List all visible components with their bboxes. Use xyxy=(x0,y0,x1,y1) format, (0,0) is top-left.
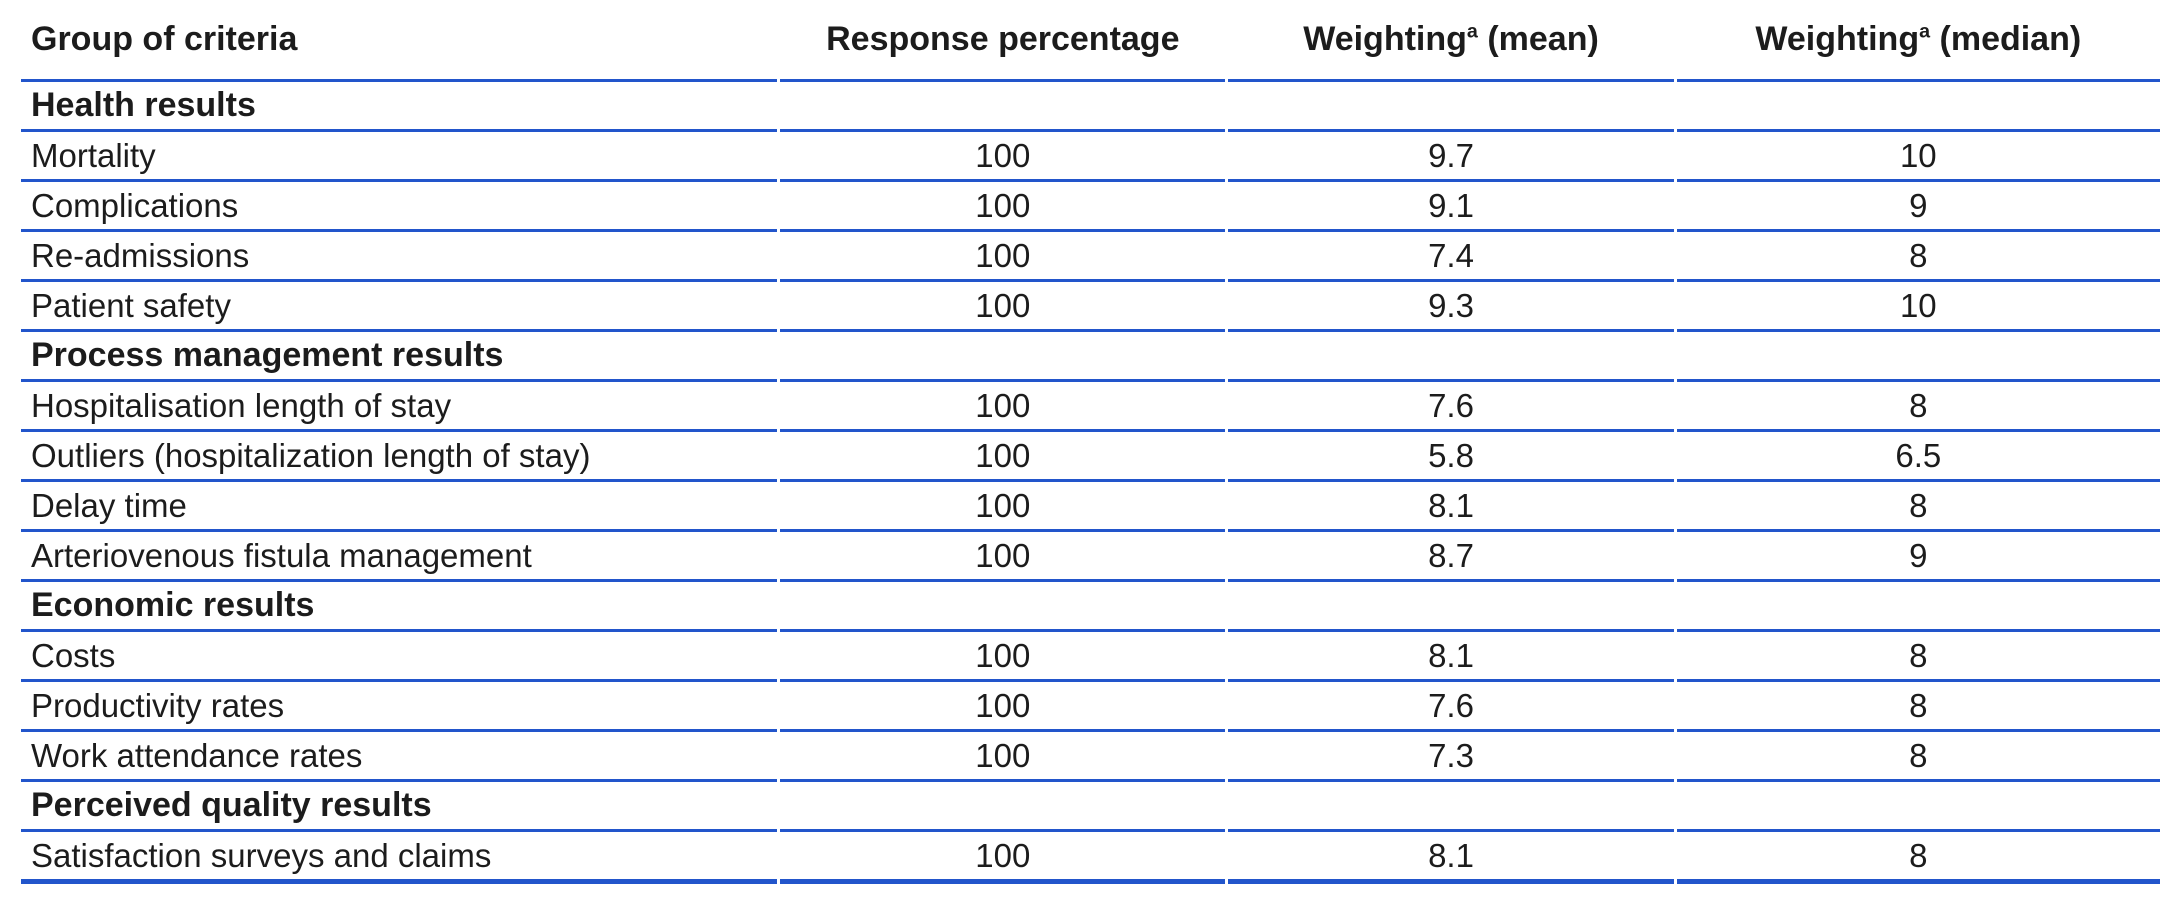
criteria-label: Hospitalisation length of stay xyxy=(21,382,778,432)
empty-cell xyxy=(780,82,1226,132)
table-row: Mortality 100 9.7 10 xyxy=(21,132,2160,182)
weighting-mean-value: 9.7 xyxy=(1228,132,1674,182)
criteria-label: Re-admissions xyxy=(21,232,778,282)
response-percentage-value: 100 xyxy=(780,432,1226,482)
header-row: Group of criteria Response percentage We… xyxy=(21,0,2160,82)
weighting-mean-value: 8.1 xyxy=(1228,632,1674,682)
weighting-mean-value: 9.1 xyxy=(1228,182,1674,232)
table-row: Arteriovenous fistula management 100 8.7 9 xyxy=(21,532,2160,582)
weighting-median-value: 8 xyxy=(1676,682,2160,732)
response-percentage-value: 100 xyxy=(780,532,1226,582)
response-percentage-value: 100 xyxy=(780,182,1226,232)
criteria-label: Work attendance rates xyxy=(21,732,778,782)
column-header-label: Weighting xyxy=(1303,20,1467,58)
table-row: Patient safety 100 9.3 10 xyxy=(21,282,2160,332)
table-row: Productivity rates 100 7.6 8 xyxy=(21,682,2160,732)
weighting-mean-value: 9.3 xyxy=(1228,282,1674,332)
column-header-criteria: Group of criteria xyxy=(21,0,778,82)
empty-cell xyxy=(780,782,1226,832)
column-header-weighting-median: Weightinga (median) xyxy=(1676,0,2160,82)
weighting-median-value: 8 xyxy=(1676,382,2160,432)
weighting-median-value: 9 xyxy=(1676,182,2160,232)
response-percentage-value: 100 xyxy=(780,232,1226,282)
table-row: Work attendance rates 100 7.3 8 xyxy=(21,732,2160,782)
empty-cell xyxy=(1228,82,1674,132)
empty-cell xyxy=(1676,82,2160,132)
table-row: Satisfaction surveys and claims 100 8.1 8 xyxy=(21,832,2160,884)
column-header-weighting-mean: Weightinga (mean) xyxy=(1228,0,1674,82)
weighting-median-value: 10 xyxy=(1676,282,2160,332)
response-percentage-value: 100 xyxy=(780,382,1226,432)
weighting-median-value: 8 xyxy=(1676,732,2160,782)
response-percentage-value: 100 xyxy=(780,132,1226,182)
table-row: Re-admissions 100 7.4 8 xyxy=(21,232,2160,282)
empty-cell xyxy=(1676,782,2160,832)
empty-cell xyxy=(780,582,1226,632)
column-header-sup: a xyxy=(1919,20,1931,43)
weighting-mean-value: 5.8 xyxy=(1228,432,1674,482)
section-label: Process management results xyxy=(21,332,778,382)
section-row: Perceived quality results xyxy=(21,782,2160,832)
empty-cell xyxy=(1676,332,2160,382)
table-row: Complications 100 9.1 9 xyxy=(21,182,2160,232)
response-percentage-value: 100 xyxy=(780,282,1226,332)
empty-cell xyxy=(1676,582,2160,632)
page: Group of criteria Response percentage We… xyxy=(18,0,2163,884)
criteria-weighting-table: Group of criteria Response percentage We… xyxy=(18,0,2163,884)
criteria-label: Outliers (hospitalization length of stay… xyxy=(21,432,778,482)
section-row: Process management results xyxy=(21,332,2160,382)
criteria-label: Productivity rates xyxy=(21,682,778,732)
criteria-label: Delay time xyxy=(21,482,778,532)
column-header-suffix: (median) xyxy=(1930,20,2082,58)
weighting-median-value: 9 xyxy=(1676,532,2160,582)
weighting-mean-value: 7.6 xyxy=(1228,682,1674,732)
table-row: Hospitalisation length of stay 100 7.6 8 xyxy=(21,382,2160,432)
weighting-mean-value: 8.1 xyxy=(1228,482,1674,532)
column-header-label: Response percentage xyxy=(826,20,1180,58)
table-row: Outliers (hospitalization length of stay… xyxy=(21,432,2160,482)
column-header-sup: a xyxy=(1466,20,1478,43)
criteria-label: Complications xyxy=(21,182,778,232)
weighting-median-value: 8 xyxy=(1676,832,2160,884)
criteria-label: Arteriovenous fistula management xyxy=(21,532,778,582)
weighting-median-value: 10 xyxy=(1676,132,2160,182)
section-row: Economic results xyxy=(21,582,2160,632)
section-label: Economic results xyxy=(21,582,778,632)
criteria-label: Costs xyxy=(21,632,778,682)
weighting-median-value: 6.5 xyxy=(1676,432,2160,482)
empty-cell xyxy=(1228,582,1674,632)
column-header-label: Group of criteria xyxy=(31,20,298,58)
section-row: Health results xyxy=(21,82,2160,132)
column-header-label: Weighting xyxy=(1755,20,1920,58)
table-body: Health results Mortality 100 9.7 10 Complicat… xyxy=(21,82,2160,884)
weighting-median-value: 8 xyxy=(1676,482,2160,532)
response-percentage-value: 100 xyxy=(780,732,1226,782)
table-row: Delay time 100 8.1 8 xyxy=(21,482,2160,532)
section-label: Health results xyxy=(21,82,778,132)
response-percentage-value: 100 xyxy=(780,682,1226,732)
response-percentage-value: 100 xyxy=(780,632,1226,682)
weighting-mean-value: 7.6 xyxy=(1228,382,1674,432)
criteria-label: Patient safety xyxy=(21,282,778,332)
empty-cell xyxy=(1228,782,1674,832)
response-percentage-value: 100 xyxy=(780,482,1226,532)
weighting-mean-value: 8.7 xyxy=(1228,532,1674,582)
table-row: Costs 100 8.1 8 xyxy=(21,632,2160,682)
weighting-median-value: 8 xyxy=(1676,232,2160,282)
section-label: Perceived quality results xyxy=(21,782,778,832)
weighting-mean-value: 7.4 xyxy=(1228,232,1674,282)
empty-cell xyxy=(1228,332,1674,382)
table-header: Group of criteria Response percentage We… xyxy=(21,0,2160,82)
weighting-mean-value: 8.1 xyxy=(1228,832,1674,884)
column-header-suffix: (mean) xyxy=(1477,20,1599,58)
weighting-median-value: 8 xyxy=(1676,632,2160,682)
response-percentage-value: 100 xyxy=(780,832,1226,884)
empty-cell xyxy=(780,332,1226,382)
criteria-label: Mortality xyxy=(21,132,778,182)
weighting-mean-value: 7.3 xyxy=(1228,732,1674,782)
criteria-label: Satisfaction surveys and claims xyxy=(21,832,778,884)
column-header-response-percentage: Response percentage xyxy=(780,0,1226,82)
